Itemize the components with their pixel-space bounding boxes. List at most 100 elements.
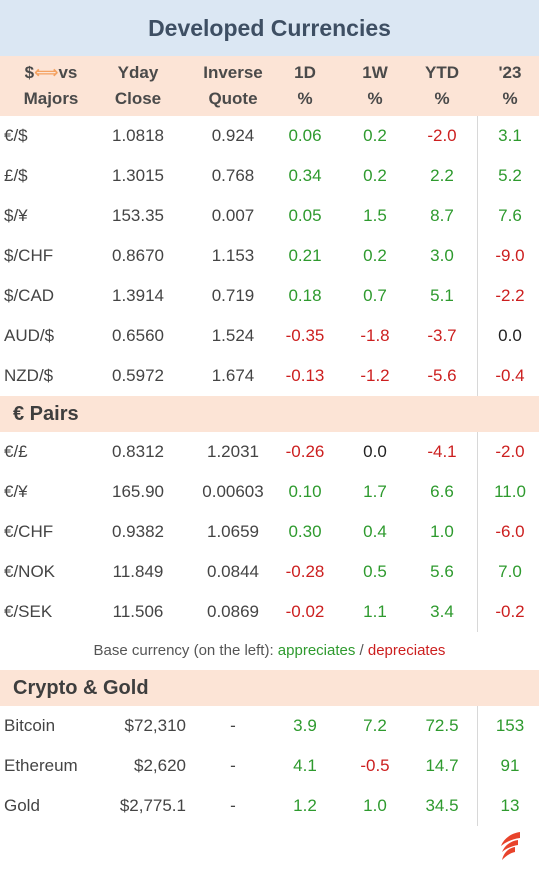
table-row: €/NOK 11.849 0.0844 -0.28 0.5 5.6 7.0 [0, 552, 539, 592]
cell-inverse: 0.719 [211, 286, 255, 305]
legend-separator: / [355, 641, 368, 659]
header-1w: 1W % [362, 63, 388, 108]
cell-pair: NZD/$ [4, 366, 54, 385]
cell-close: 0.8312 [112, 442, 164, 461]
cell-ytd: 1.0 [430, 522, 454, 541]
cell-1d: 0.06 [288, 126, 322, 145]
cell-ytd: 8.7 [430, 206, 454, 225]
cell-inverse: 0.00603 [202, 482, 264, 501]
cell-pair: €/CHF [4, 522, 54, 541]
cell-ytd: 3.4 [430, 602, 454, 621]
table-row: €/$ 1.0818 0.924 0.06 0.2 -2.0 3.1 [0, 116, 539, 156]
legend-note: Base currency (on the left): appreciates… [0, 632, 539, 668]
cell-ytd: -3.7 [427, 326, 457, 345]
euro-pairs-section-title: € Pairs [13, 402, 79, 425]
cell-ytd: 14.7 [425, 756, 459, 775]
cell-close: 153.35 [112, 206, 164, 225]
cell-ytd: 3.0 [430, 246, 454, 265]
cell-2023: -6.0 [495, 522, 525, 541]
cell-close: 0.6560 [112, 326, 164, 345]
header-1d: 1D % [294, 63, 316, 108]
cell-pair: €/SEK [4, 602, 53, 621]
crypto-section-title: Crypto & Gold [13, 676, 149, 699]
cell-inverse: 0.924 [211, 126, 255, 145]
cell-1w: 0.2 [363, 166, 387, 185]
cell-close: 0.8670 [112, 246, 164, 265]
cell-pair: Bitcoin [4, 716, 56, 735]
cell-1w: 0.7 [363, 286, 387, 305]
cell-ytd: -5.6 [427, 366, 457, 385]
cell-2023: -2.2 [495, 286, 525, 305]
cell-1w: 1.1 [363, 602, 387, 621]
table-row: €/£ 0.8312 1.2031 -0.26 0.0 -4.1 -2.0 [0, 432, 539, 472]
cell-pair: €/NOK [4, 562, 56, 581]
cell-inverse: 0.768 [211, 166, 255, 185]
cell-inverse: 1.0659 [207, 522, 259, 541]
cell-inverse: 1.2031 [207, 442, 259, 461]
cell-1w: 0.2 [363, 246, 387, 265]
table-row: Bitcoin $72,310 - 3.9 7.2 72.5 153 [0, 706, 539, 746]
cell-2023: -2.0 [495, 442, 525, 461]
cell-ytd: 72.5 [425, 716, 459, 735]
cell-1d: 0.18 [288, 286, 322, 305]
cell-close: $2,775.1 [119, 796, 186, 815]
cell-ytd: 5.1 [430, 286, 454, 305]
cell-close: 1.3914 [112, 286, 164, 305]
table-row: NZD/$ 0.5972 1.674 -0.13 -1.2 -5.6 -0.4 [0, 356, 539, 396]
column-divider [477, 432, 478, 632]
cell-2023: 5.2 [498, 166, 522, 185]
cell-ytd: 34.5 [425, 796, 459, 815]
cell-pair: £/$ [4, 166, 28, 185]
cell-1w: 1.5 [363, 206, 387, 225]
cell-1d: 1.2 [293, 796, 317, 815]
cell-1w: 0.0 [363, 442, 387, 461]
cell-inverse: 1.524 [211, 326, 255, 345]
header-dollar: $ [24, 63, 35, 82]
flame-logo-icon [501, 832, 520, 860]
cell-close: $72,310 [124, 716, 186, 735]
cell-1w: 0.4 [363, 522, 387, 541]
page-title: Developed Currencies [0, 0, 539, 56]
table-row: $/CAD 1.3914 0.719 0.18 0.7 5.1 -2.2 [0, 276, 539, 316]
swap-arrow-icon: ⟺ [34, 63, 59, 82]
cell-ytd: 6.6 [430, 482, 454, 501]
cell-ytd: -2.0 [427, 126, 457, 145]
cell-1d: -0.13 [285, 366, 325, 385]
table-row: AUD/$ 0.6560 1.524 -0.35 -1.8 -3.7 0.0 [0, 316, 539, 356]
cell-2023: -0.2 [495, 602, 525, 621]
column-divider [477, 116, 478, 396]
table-row: $/¥ 153.35 0.007 0.05 1.5 8.7 7.6 [0, 196, 539, 236]
cell-inverse: - [230, 756, 236, 775]
column-divider [477, 706, 478, 826]
cell-pair: $/CAD [4, 286, 55, 305]
cell-pair: €/£ [4, 442, 28, 461]
cell-2023: 3.1 [498, 126, 522, 145]
cell-1d: -0.02 [285, 602, 325, 621]
cell-pair: AUD/$ [4, 326, 55, 345]
cell-1d: 0.21 [288, 246, 322, 265]
table-header: $⟺vs Majors Yday Close Inverse Quote 1D … [0, 56, 539, 116]
cell-1w: 1.7 [363, 482, 387, 501]
header-vs: vs [58, 63, 78, 82]
cell-close: 1.3015 [112, 166, 164, 185]
cell-2023: 91 [500, 756, 520, 775]
cell-1w: 0.5 [363, 562, 387, 581]
cell-inverse: 1.153 [211, 246, 255, 265]
cell-pair: Ethereum [4, 756, 78, 775]
cell-close: 1.0818 [112, 126, 164, 145]
cell-close: 0.5972 [112, 366, 164, 385]
table-row: €/CHF 0.9382 1.0659 0.30 0.4 1.0 -6.0 [0, 512, 539, 552]
cell-1d: 0.10 [288, 482, 322, 501]
cell-inverse: 0.0869 [207, 602, 259, 621]
cell-inverse: 1.674 [211, 366, 255, 385]
cell-1w: -0.5 [360, 756, 390, 775]
cell-inverse: - [230, 796, 236, 815]
header-2023: '23 % [498, 63, 522, 108]
cell-2023: 13 [500, 796, 520, 815]
cell-1d: -0.35 [285, 326, 325, 345]
cell-inverse: - [230, 716, 236, 735]
cell-close: 165.90 [112, 482, 164, 501]
cell-1d: 4.1 [293, 756, 317, 775]
legend-prefix: Base currency (on the left): [93, 641, 278, 659]
cell-1d: 0.05 [288, 206, 322, 225]
